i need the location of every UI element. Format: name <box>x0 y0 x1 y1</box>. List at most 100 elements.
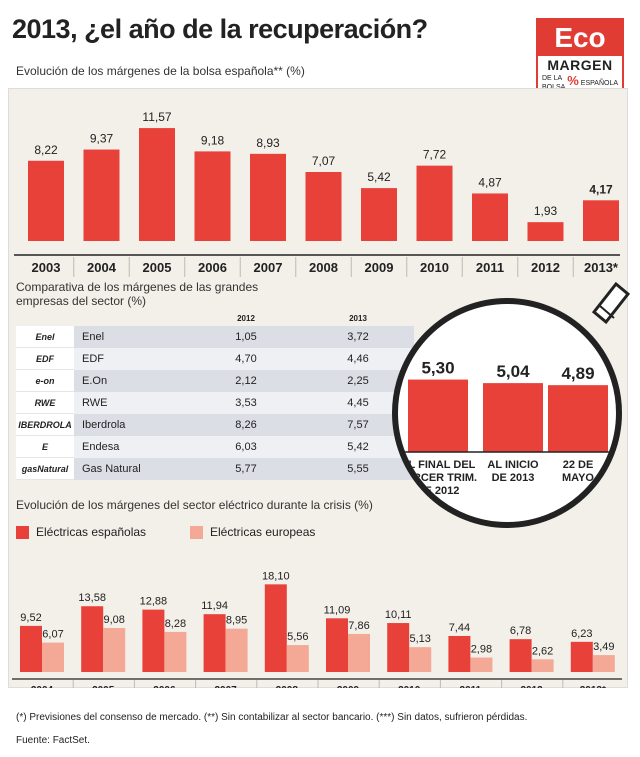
magnifier-category-line: AL FINAL DEL <box>401 459 476 471</box>
year-label-2008: 2008 <box>309 260 338 275</box>
value-label-2006: 9,18 <box>201 133 225 147</box>
company-name: Iberdrola <box>74 413 190 436</box>
value-label-2004: 9,37 <box>90 132 114 146</box>
bar-2013* <box>583 200 619 241</box>
year-label-2005: 2005 <box>143 260 172 275</box>
year-label-2007: 2007 <box>214 685 237 688</box>
year-label-2011: 2011 <box>460 685 482 688</box>
company-name: Gas Natural <box>74 457 190 480</box>
magnifier-category-line: MAYO <box>562 472 594 484</box>
bar-2012 <box>527 222 564 241</box>
table-row: RWE RWE 3,53 4,45 <box>16 391 414 414</box>
logo-eco: Eco <box>538 20 622 56</box>
magnifier-value-2: 4,89 <box>561 364 594 383</box>
bar-2005-european <box>103 628 126 672</box>
value-label-2008-1: 5,56 <box>287 631 308 643</box>
value-label-2010-1: 5,13 <box>409 633 430 645</box>
year-label-2006: 2006 <box>198 260 227 275</box>
value-label-2010: 7,72 <box>423 148 447 162</box>
value-2013: 4,45 <box>302 391 414 414</box>
magnifier-value-0: 5,30 <box>421 359 454 378</box>
page-title: 2013, ¿el año de la recuperación? <box>12 14 428 44</box>
magnifier-category-line: AL INICIO <box>487 459 539 471</box>
company-logo: Enel <box>16 326 74 348</box>
year-label-2009: 2009 <box>337 685 360 688</box>
value-2013: 3,72 <box>302 326 414 348</box>
company-logo: gasNatural <box>16 457 74 480</box>
year-label-2007: 2007 <box>254 260 283 275</box>
logo-sub: DE LA BOLSA % ESPAÑOLA <box>538 74 622 92</box>
value-2012: 1,05 <box>190 326 302 348</box>
bar-2010-spanish <box>387 623 410 672</box>
bar-2007 <box>250 153 286 241</box>
value-label-2008: 7,07 <box>312 154 336 168</box>
magnifier-bar-1 <box>483 383 543 452</box>
value-label-2013*-1: 3,49 <box>593 641 614 653</box>
value-label-2009-0: 11,09 <box>324 604 351 616</box>
bar-2010 <box>416 165 453 241</box>
chart1-svg: 8,22 2003 9,37 2004 11,57 2005 9,18 2006 8,93 200… <box>14 110 620 277</box>
magnifier-bar-2 <box>548 385 608 452</box>
company-logo: RWE <box>16 391 74 414</box>
bar-2008-spanish <box>264 584 287 672</box>
company-name: Enel <box>74 326 190 348</box>
companies-table: 2012 2013 Enel Enel 1,05 3,72 EDF EDF 4,70 4,46… <box>16 310 414 480</box>
logo-pct: % <box>567 72 579 88</box>
logo-sub-left: DE LA BOLSA <box>541 75 565 91</box>
bar-2004 <box>83 149 120 241</box>
bar-2006 <box>194 151 231 241</box>
year-label-2009: 2009 <box>365 260 394 275</box>
magnifier-bar-0 <box>408 379 468 452</box>
bar-2012-spanish <box>509 639 532 672</box>
table-row: gasNatural Gas Natural 5,77 5,55 <box>16 457 414 480</box>
year-label-2010: 2010 <box>420 260 449 275</box>
footnote: (*) Previsiones del consenso de mercado.… <box>16 712 528 723</box>
value-label-2005-1: 9,08 <box>103 614 124 626</box>
chart4-title: Evolución de los márgenes del sector elé… <box>16 498 373 512</box>
value-2012: 2,12 <box>190 369 302 392</box>
value-label-2003: 8,22 <box>34 143 58 157</box>
value-label-2011-0: 7,44 <box>449 622 470 634</box>
legend-swatch-spanish <box>16 526 29 539</box>
value-label-2004-1: 6,07 <box>42 629 63 641</box>
bar-2011 <box>472 193 508 241</box>
value-label-2012: 1,93 <box>534 204 558 218</box>
value-2012: 6,03 <box>190 435 302 458</box>
value-label-2004-0: 9,52 <box>20 612 41 624</box>
table-row: IBERDROLA Iberdrola 8,26 7,57 <box>16 413 414 436</box>
value-label-2009: 5,42 <box>367 170 391 184</box>
year-label-2013*: 2013* <box>584 260 619 275</box>
value-label-2007: 8,93 <box>256 136 280 150</box>
year-label-2012: 2012 <box>531 260 560 275</box>
year-label-2012: 2012 <box>520 685 543 688</box>
bar-2005 <box>139 128 175 241</box>
bar-2011-european <box>470 657 493 672</box>
bar-2006-spanish <box>142 609 165 672</box>
year-label-2004: 2004 <box>87 260 117 275</box>
source: Fuente: FactSet. <box>16 735 90 746</box>
value-label-2007-0: 11,94 <box>201 600 228 612</box>
bar-2011-spanish <box>448 635 471 672</box>
legend-label-european: Eléctricas europeas <box>210 525 316 539</box>
bar-2010-european <box>409 647 432 672</box>
bar-2013*-european <box>592 655 615 672</box>
magnifier-category-line: DE 2013 <box>492 472 535 484</box>
year-label-2003: 2003 <box>32 260 61 275</box>
bar-2009 <box>361 188 397 241</box>
value-2013: 2,25 <box>302 369 414 392</box>
bar-2004-spanish <box>20 625 42 672</box>
company-name: Endesa <box>74 435 190 458</box>
value-2013: 4,46 <box>302 347 414 370</box>
value-label-2011: 4,87 <box>478 175 502 189</box>
year-label-2004: 2004 <box>31 685 54 688</box>
magnifier-category-line: 22 DE <box>563 459 594 471</box>
value-2012: 5,77 <box>190 457 302 480</box>
value-label-2009-1: 7,86 <box>348 620 369 632</box>
chart1-title: Evolución de los márgenes de la bolsa es… <box>16 64 305 78</box>
value-2013: 7,57 <box>302 413 414 436</box>
table-row: E Endesa 6,03 5,42 <box>16 435 414 458</box>
bar-2009-european <box>348 633 370 672</box>
magnifier-value-1: 5,04 <box>496 362 530 381</box>
bar-2003 <box>28 160 64 241</box>
bar-2013*-spanish <box>570 641 593 672</box>
